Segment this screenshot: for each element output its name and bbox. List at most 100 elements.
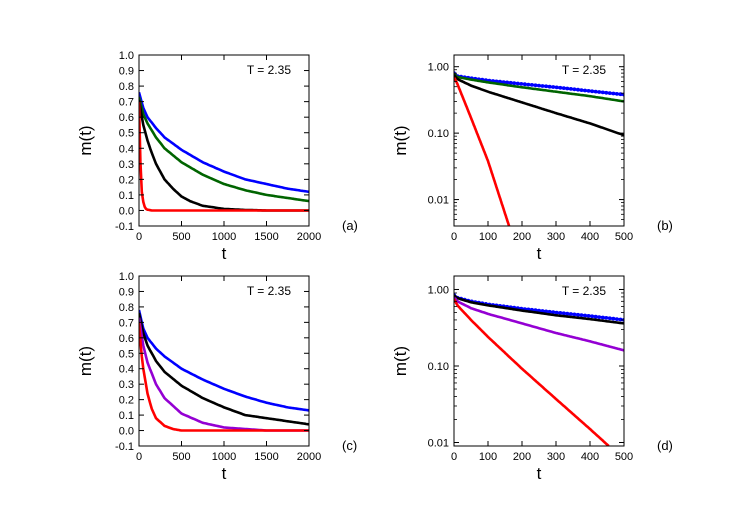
series-marker xyxy=(593,314,598,319)
panel-label: (c) xyxy=(342,438,357,453)
plot-frame xyxy=(138,54,310,227)
series-marker xyxy=(519,82,524,86)
series-line-2 xyxy=(454,74,624,137)
x-tick-label: 300 xyxy=(547,451,565,463)
x-tick-label: 0 xyxy=(451,231,457,243)
series-group xyxy=(454,71,624,226)
y-tick-label: 1.00 xyxy=(428,62,449,74)
series-marker xyxy=(593,89,598,94)
series-marker xyxy=(590,89,594,94)
y-tick-label: 0.9 xyxy=(119,286,134,298)
series-marker xyxy=(576,312,580,317)
series-marker xyxy=(611,316,616,321)
y-axis-label: m(t) xyxy=(76,125,95,155)
series-marker xyxy=(561,311,566,316)
series-marker xyxy=(547,309,552,314)
x-tick-label: 100 xyxy=(479,451,497,463)
panel-label: (b) xyxy=(657,218,673,233)
x-axis-label: t xyxy=(222,244,227,263)
series-marker xyxy=(572,312,577,317)
plot-frame xyxy=(453,275,625,447)
y-tick-label: 0.6 xyxy=(119,112,134,124)
y-tick-label: -0.1 xyxy=(115,221,134,233)
y-tick-label: 0.7 xyxy=(119,317,134,329)
x-tick-label: 1000 xyxy=(212,231,236,243)
y-tick-label: 0.01 xyxy=(428,195,449,207)
y-axis-label: m(t) xyxy=(76,346,95,376)
series-marker xyxy=(586,89,591,93)
series-line-3 xyxy=(454,76,511,226)
series-marker xyxy=(607,316,612,321)
series-line-2 xyxy=(454,296,624,352)
series-marker xyxy=(544,309,548,314)
series-marker xyxy=(512,81,517,86)
y-tick-label: 1.0 xyxy=(119,50,134,62)
series-marker xyxy=(498,79,502,84)
y-tick-label: 0.4 xyxy=(119,364,134,376)
series-marker xyxy=(569,312,573,316)
x-tick-label: 2000 xyxy=(297,451,321,463)
y-tick-label: 0.8 xyxy=(119,302,134,314)
series-line-1 xyxy=(454,294,624,325)
series-marker xyxy=(526,82,531,87)
x-tick-label: 1500 xyxy=(254,231,278,243)
x-tick-label: 400 xyxy=(581,231,599,243)
series-marker xyxy=(508,80,513,85)
y-tick-label: 0.7 xyxy=(119,97,134,109)
x-tick-label: 1000 xyxy=(212,451,236,463)
series-line-2 xyxy=(139,317,309,432)
x-tick-label: 200 xyxy=(513,451,531,463)
x-axis-label: t xyxy=(537,464,542,483)
series-marker xyxy=(618,317,623,322)
series-marker xyxy=(579,313,584,317)
x-tick-label: 500 xyxy=(172,231,190,243)
x-tick-label: 500 xyxy=(172,451,190,463)
temperature-annotation: T = 2.35 xyxy=(247,284,291,298)
x-tick-label: 100 xyxy=(479,231,497,243)
series-marker xyxy=(579,88,584,92)
temperature-annotation: T = 2.35 xyxy=(562,63,606,77)
series-marker xyxy=(615,92,619,96)
x-tick-label: 200 xyxy=(513,231,531,243)
series-marker xyxy=(505,80,509,85)
y-tick-label: 1.0 xyxy=(119,271,134,283)
series-line-3 xyxy=(454,298,610,446)
y-tick-label: 0.3 xyxy=(119,159,134,171)
x-tick-label: 0 xyxy=(451,451,457,463)
series-marker xyxy=(600,90,605,95)
series-marker xyxy=(551,85,556,89)
chart-panel: 0 500 1000 1500 2000 -0.1 0.0 0.1 0.2 0.3 0.4 0.5 0.… xyxy=(76,271,357,483)
series-marker xyxy=(604,316,609,320)
series-marker xyxy=(565,311,570,316)
series-line-1 xyxy=(139,312,309,426)
series-marker xyxy=(501,80,506,84)
series-marker xyxy=(583,88,587,93)
y-tick-label: 0.8 xyxy=(119,81,134,93)
y-tick-label: 0.6 xyxy=(119,333,134,345)
series-marker xyxy=(515,81,520,86)
series-marker xyxy=(547,84,552,89)
series-marker xyxy=(572,87,577,92)
y-tick-label: 0.5 xyxy=(119,128,134,140)
y-tick-label: 0.0 xyxy=(119,205,134,217)
series-line-0 xyxy=(139,91,309,194)
series-marker xyxy=(583,313,587,318)
series-marker xyxy=(569,87,573,91)
series-group xyxy=(139,309,309,432)
series-marker xyxy=(561,86,566,90)
series-marker xyxy=(607,91,612,95)
series-marker xyxy=(558,311,563,315)
x-axis-label: t xyxy=(537,244,542,263)
series-marker xyxy=(558,85,563,90)
series-marker xyxy=(554,310,559,315)
series-marker xyxy=(554,85,559,90)
series-marker xyxy=(600,315,605,320)
series-marker xyxy=(533,83,538,88)
y-axis-label: m(t) xyxy=(391,125,410,155)
x-axis-label: t xyxy=(222,464,227,483)
chart-panel: 0 100 200 300 400 500 0.01 0.10 1.00 T = 2.35 t m(t… xyxy=(391,54,673,263)
x-tick-label: 300 xyxy=(547,231,565,243)
series-line-1 xyxy=(454,72,624,103)
series-marker xyxy=(597,90,602,94)
series-line-2 xyxy=(139,99,309,212)
